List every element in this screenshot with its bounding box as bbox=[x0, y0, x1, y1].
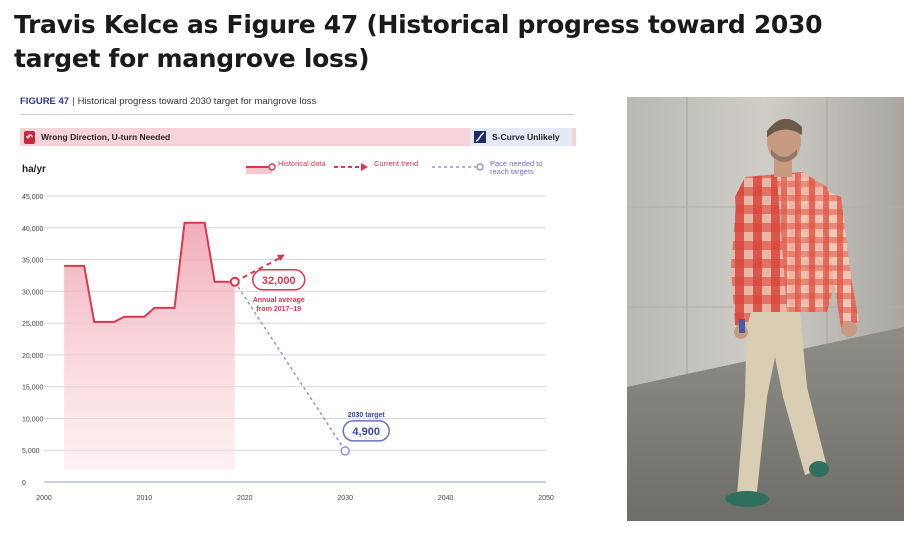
status-left: ↶ Wrong Direction, U-turn Needed bbox=[24, 130, 170, 144]
x-tick-label: 2000 bbox=[36, 495, 52, 502]
current-trend-arrowhead bbox=[276, 254, 285, 261]
y-tick-label: 10,000 bbox=[22, 416, 44, 423]
target-label: 2030 target bbox=[348, 412, 386, 419]
current-value-box bbox=[252, 269, 306, 291]
y-tick-label: 20,000 bbox=[22, 353, 44, 360]
status-right: S-Curve Unlikely bbox=[470, 128, 572, 146]
current-value-text: 32,000 bbox=[262, 275, 296, 287]
historical-area bbox=[64, 222, 235, 470]
figure-rule bbox=[20, 114, 574, 115]
x-tick-labels: 2000 2010 2020 2030 2040 2050 bbox=[36, 495, 554, 502]
legend-historical-label: Historical data bbox=[278, 159, 326, 168]
target-value-box bbox=[342, 420, 390, 442]
historical-line bbox=[64, 221, 235, 323]
current-trend-legend-icon bbox=[334, 163, 368, 171]
figure-title: Historical progress toward 2030 target f… bbox=[77, 96, 317, 107]
current-point-marker bbox=[229, 276, 240, 287]
x-tick-label: 2030 bbox=[337, 495, 353, 502]
y-tick-labels: 0 5,000 10,000 15,000 20,000 25,000 30,000 35,0… bbox=[22, 194, 44, 487]
legend-current-label: Current trend bbox=[374, 159, 419, 168]
current-note-line1: Annual average bbox=[253, 297, 305, 304]
meme-title: Travis Kelce as Figure 47 (Historical pr… bbox=[14, 10, 823, 73]
status-right-label: S-Curve Unlikely bbox=[492, 132, 560, 142]
mangrove-loss-chart: 0 5,000 10,000 15,000 20,000 25,000 30,000 35,0… bbox=[22, 194, 554, 502]
x-tick-label: 2040 bbox=[438, 495, 454, 502]
figure-separator: | bbox=[72, 96, 75, 107]
y-tick-label: 15,000 bbox=[22, 385, 44, 392]
current-note-line2: from 2017–19 bbox=[256, 306, 301, 313]
s-curve-icon bbox=[474, 131, 486, 143]
y-unit-label: ha/yr bbox=[22, 164, 46, 175]
y-tick-label: 0 bbox=[22, 480, 26, 487]
x-tick-label: 2020 bbox=[237, 495, 253, 502]
pace-needed-line bbox=[234, 281, 346, 452]
y-tick-label: 45,000 bbox=[22, 194, 44, 201]
historical-legend-icon bbox=[246, 163, 276, 174]
figure-header: FIGURE 47 | Historical progress toward 203… bbox=[20, 96, 316, 107]
x-tick-label: 2010 bbox=[137, 495, 153, 502]
legend-pace-label: Pace needed to reach targets bbox=[490, 159, 543, 176]
figure-number: FIGURE 47 bbox=[20, 96, 70, 107]
chart-panel: FIGURE 47 | Historical progress toward 203… bbox=[14, 88, 594, 528]
pace-legend-icon bbox=[432, 163, 484, 171]
u-turn-icon: ↶ bbox=[24, 130, 35, 144]
person-photo bbox=[627, 97, 904, 521]
y-tick-label: 40,000 bbox=[22, 226, 44, 233]
y-tick-label: 30,000 bbox=[22, 289, 44, 296]
target-callout: 2030 target 4,900 bbox=[342, 412, 390, 442]
status-band: ↶ Wrong Direction, U-turn Needed S-Curve… bbox=[20, 128, 576, 146]
current-value-callout: 32,000 Annual average from 2017–19 bbox=[252, 269, 306, 313]
target-value-text: 4,900 bbox=[352, 426, 380, 438]
y-tick-label: 35,000 bbox=[22, 258, 44, 265]
y-tick-label: 5,000 bbox=[22, 448, 40, 455]
y-tick-label: 25,000 bbox=[22, 321, 44, 328]
status-left-label: Wrong Direction, U-turn Needed bbox=[41, 132, 171, 142]
target-point-marker bbox=[340, 446, 350, 456]
x-tick-label: 2050 bbox=[538, 495, 554, 502]
